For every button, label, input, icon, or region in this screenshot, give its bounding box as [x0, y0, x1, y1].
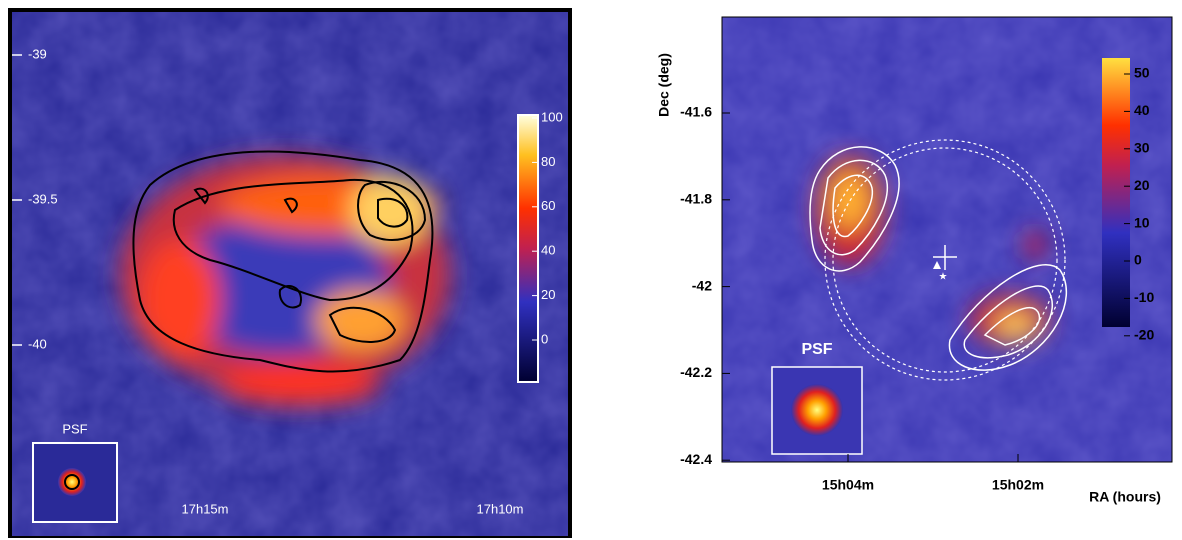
x-tick-label: 15h04m [822, 477, 874, 493]
y-tick-label: -42 [692, 277, 712, 293]
dashed-circles [824, 139, 1066, 381]
colorbar-label: 40 [1134, 102, 1150, 118]
x-axis-title: RA (hours) [1089, 489, 1161, 505]
contours [132, 150, 434, 373]
frame [721, 16, 1173, 463]
y-tick-label: -40 [28, 336, 47, 351]
psf-label: PSF [62, 421, 87, 436]
colorbar [517, 114, 539, 383]
colorbar-label: 0 [1134, 252, 1142, 268]
colorbar-label: 20 [541, 287, 555, 302]
y-tick-label: -42.4 [680, 451, 712, 467]
cross-marker [933, 245, 957, 270]
star-marker: ★ [939, 272, 948, 283]
contours [809, 146, 1067, 371]
psf-label: PSF [801, 341, 832, 358]
y-tick-label: -42.2 [680, 364, 712, 380]
y-tick-label: -41.6 [680, 104, 712, 120]
y-axis-title: Dec (deg) [656, 53, 672, 117]
triangle-marker [933, 261, 941, 269]
x-tick-label: 15h02m [992, 477, 1044, 493]
colorbar-label: 10 [1134, 214, 1150, 230]
y-tick-label: -39.5 [28, 191, 58, 206]
y-tick-label: -41.8 [680, 191, 712, 207]
colorbar-label: 50 [1134, 65, 1150, 81]
colorbar-label: 40 [541, 243, 555, 258]
colorbar-label: 30 [1134, 140, 1150, 156]
colorbar-label: 100 [541, 109, 563, 124]
left-panel: PSF [8, 8, 572, 538]
colorbar-label: 60 [541, 198, 555, 213]
colorbar-label: 80 [541, 154, 555, 169]
psf [791, 384, 843, 436]
x-tick-label: 17h15m [182, 501, 229, 516]
y-tick-label: -39 [28, 46, 47, 61]
emission [120, 155, 450, 405]
colorbar-label: -20 [1134, 327, 1154, 343]
psf [58, 468, 86, 496]
colorbar-label: -10 [1134, 289, 1154, 305]
x-tick-label: 17h10m [477, 501, 524, 516]
colorbar-label: 20 [1134, 177, 1150, 193]
right-panel: ★ PSF Dec (deg) RA (hours) [656, 16, 1173, 505]
psf-contour [64, 474, 80, 490]
colorbar [1102, 58, 1130, 327]
colorbar-label: 0 [541, 331, 548, 346]
